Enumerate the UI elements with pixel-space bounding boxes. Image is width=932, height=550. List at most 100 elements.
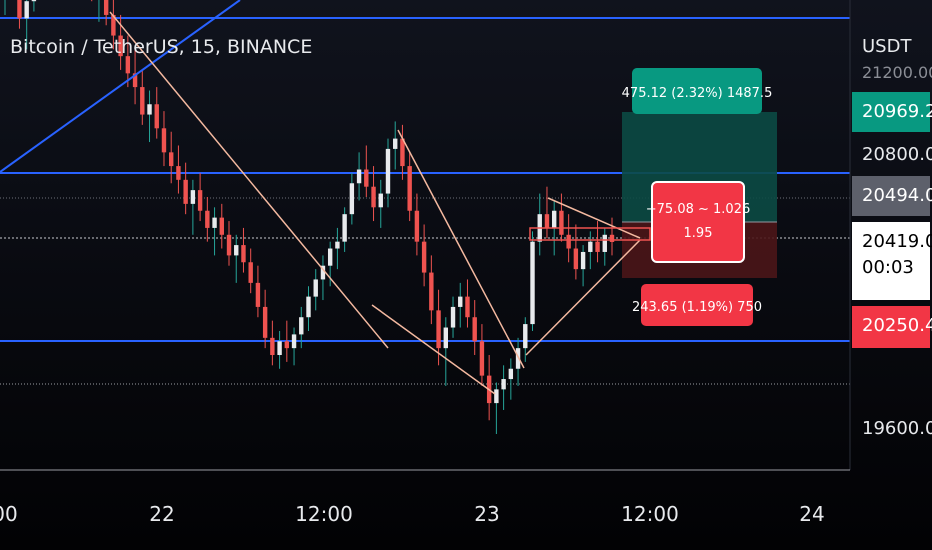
candle-body <box>515 348 521 369</box>
price-stop-badge <box>852 306 930 348</box>
trendline-0 <box>109 11 389 349</box>
candle-body <box>573 248 579 270</box>
candle <box>349 172 355 225</box>
candle-body <box>407 166 412 211</box>
candle-body <box>501 379 506 390</box>
candle-body <box>161 128 167 153</box>
candle-body <box>472 317 477 342</box>
candle-body <box>371 186 376 208</box>
time-label: 24 <box>799 502 824 526</box>
candle-body <box>154 104 159 129</box>
candle-body <box>378 193 383 208</box>
candle <box>523 317 528 362</box>
price-current-badge-text: 20419.00 <box>862 231 932 252</box>
candle <box>147 90 152 143</box>
candle <box>602 227 607 266</box>
candle <box>544 186 550 239</box>
candle-body <box>176 166 181 180</box>
candle-body <box>508 368 514 380</box>
candle <box>450 296 456 338</box>
candle <box>472 300 477 356</box>
candle <box>103 0 109 26</box>
candle-body <box>580 251 586 270</box>
candle-body <box>602 234 607 252</box>
candle-body <box>595 241 600 252</box>
candle-body <box>364 169 369 187</box>
candle-body <box>118 35 123 57</box>
candle <box>24 0 29 50</box>
candle <box>277 330 282 369</box>
candle <box>595 221 600 263</box>
candle <box>291 327 297 366</box>
candle-body <box>559 210 564 235</box>
candle <box>255 265 261 318</box>
candle <box>588 231 593 270</box>
time-label: 22 <box>149 502 174 526</box>
trendline-2 <box>397 129 525 369</box>
candle-body <box>320 265 326 280</box>
candle <box>190 179 196 235</box>
candle <box>573 224 579 280</box>
candle <box>262 289 268 349</box>
candle <box>443 317 448 386</box>
candle-body <box>219 217 224 235</box>
candle-body <box>212 217 217 228</box>
entry-box <box>529 227 651 241</box>
candle-body <box>523 324 528 349</box>
target-badge <box>632 68 762 114</box>
candle <box>132 49 138 105</box>
candle <box>111 0 116 50</box>
candle-body <box>24 1 29 19</box>
candle <box>169 131 174 184</box>
candle <box>31 0 37 12</box>
candle-body <box>356 169 362 184</box>
stop-badge <box>641 284 753 326</box>
candle-body <box>277 341 282 356</box>
candle <box>335 227 340 270</box>
candle-body <box>400 138 405 167</box>
candle-body <box>255 282 261 307</box>
candle-body <box>205 210 210 228</box>
candle <box>501 365 506 410</box>
symbol-title[interactable]: Bitcoin / TetherUS, 15, BINANCE <box>10 36 313 58</box>
candle-body <box>132 73 138 88</box>
candle <box>176 145 181 194</box>
candle <box>580 245 586 287</box>
candle-body <box>494 389 499 404</box>
candle-body <box>234 245 239 256</box>
risk-reward-text: 1.95 <box>684 226 713 241</box>
price-current-badge-text: 00:03 <box>862 257 914 278</box>
candle <box>270 320 275 366</box>
candle <box>508 358 514 400</box>
price-tick-20800: 20800.00 <box>862 144 932 165</box>
candle-body <box>465 296 470 318</box>
candle-body <box>551 210 557 228</box>
candle-body <box>31 0 37 2</box>
candle <box>161 111 167 167</box>
candle <box>559 193 564 242</box>
candle <box>342 207 347 252</box>
candle <box>356 152 362 201</box>
candle <box>205 197 210 242</box>
candle <box>154 87 159 139</box>
rising-trendline <box>0 0 241 173</box>
candle <box>306 286 311 331</box>
candle-body <box>190 190 196 204</box>
candle <box>4 0 6 15</box>
price-tick-top: 21200.00 <box>862 63 932 82</box>
candle <box>479 324 485 386</box>
candle <box>17 0 22 29</box>
candle-body <box>169 152 174 167</box>
candle <box>320 255 326 301</box>
candle-body <box>241 245 246 263</box>
price-target-badge-text: 20969.20 <box>862 101 932 122</box>
candle-body <box>183 179 188 204</box>
position-info-badge <box>651 181 745 263</box>
candle <box>140 69 145 125</box>
candle-body <box>436 310 441 349</box>
trendline-4 <box>547 197 641 239</box>
candle <box>364 145 369 198</box>
candle <box>125 35 131 88</box>
